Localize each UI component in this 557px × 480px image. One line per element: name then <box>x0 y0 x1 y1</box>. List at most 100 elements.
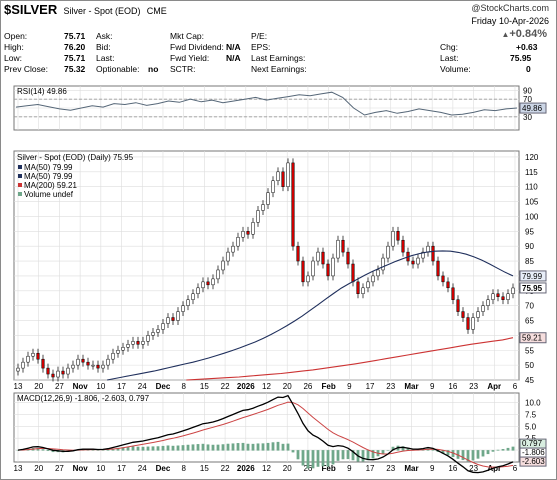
macd-histogram-bar <box>496 449 500 451</box>
price-tick-label: 110 <box>525 183 538 192</box>
quote-optionable: Optionable: no <box>96 64 159 74</box>
macd-x-tick-label: 12 <box>262 464 271 473</box>
candle-body <box>366 281 370 289</box>
candle-body <box>271 180 275 193</box>
macd-histogram-bar <box>176 445 180 451</box>
candle-body <box>451 287 455 300</box>
candle-body <box>396 231 400 241</box>
macd-histogram-bar <box>446 450 450 456</box>
candle-body <box>236 236 240 247</box>
macd-histogram-bar <box>281 443 285 451</box>
x-tick-label: 17 <box>117 382 126 391</box>
macd-histogram-bar <box>256 443 260 451</box>
x-tick-label: Feb <box>322 382 336 391</box>
candle-body <box>226 251 230 262</box>
macd-histogram-bar <box>441 450 445 454</box>
candle-body <box>56 370 60 378</box>
macd-histogram-bar <box>211 444 215 451</box>
rsi-line <box>15 91 518 116</box>
quote-last: Last: <box>96 53 115 63</box>
macd-histogram-bar <box>361 450 365 462</box>
ma50-value-box <box>519 270 547 282</box>
candle-body <box>146 335 150 342</box>
candle-body <box>101 364 105 369</box>
macd-x-tick-label: 9 <box>430 464 435 473</box>
candle-body <box>96 364 100 369</box>
ma200-line <box>186 337 514 381</box>
x-tick-label: 15 <box>200 382 209 391</box>
candle-body <box>386 245 390 259</box>
price-title: Silver - Spot (EOD) (Daily) 75.95 <box>17 153 134 162</box>
candle-body <box>231 245 235 253</box>
x-tick-label: Nov <box>73 382 89 391</box>
candle-body <box>436 260 440 277</box>
x-tick-label: 22 <box>221 382 230 391</box>
candle-body <box>116 350 120 354</box>
candle-body <box>81 358 85 363</box>
macd-x-tick-label: Dec <box>156 464 171 473</box>
price-tick-label: 120 <box>525 153 539 162</box>
legend-swatch <box>18 165 22 169</box>
macd-tick-label: 5.0 <box>525 422 537 431</box>
legend-label: MA(200) 59.21 <box>24 181 77 190</box>
candle-body <box>151 332 155 336</box>
candle-body <box>491 293 495 300</box>
price-tick-label: 115 <box>525 168 538 177</box>
macd-histogram-bar <box>16 450 20 451</box>
candle-body <box>471 317 475 330</box>
macd-tick-label: 7.5 <box>525 410 537 419</box>
x-tick-label: 16 <box>448 382 457 391</box>
candle-body <box>496 293 500 297</box>
macd-histogram-bar <box>491 450 495 452</box>
x-tick-label: 20 <box>34 382 43 391</box>
macd-x-tick-label: Nov <box>73 464 89 473</box>
quote-open: Open: 75.71 <box>4 31 86 41</box>
candle-body <box>321 251 325 265</box>
macd-histogram-bar <box>36 448 40 451</box>
macd-histogram-bar <box>331 450 335 465</box>
macd-histogram-bar <box>191 444 195 451</box>
macd-x-tick-label: 8 <box>181 464 186 473</box>
candle-body <box>261 204 265 211</box>
candle-body <box>351 263 355 283</box>
macd-x-tick-label: 26 <box>303 464 312 473</box>
last-price-value-box <box>519 282 547 294</box>
macd-signal-value-label: -2.603 <box>522 457 545 466</box>
candle-body <box>126 344 130 348</box>
quote-pe: P/E: <box>251 31 268 41</box>
candle-body <box>286 162 290 187</box>
macd-histogram-bar <box>296 450 300 460</box>
macd-histogram-bar <box>51 450 55 453</box>
candle-body <box>31 352 35 357</box>
candle-body <box>266 192 270 205</box>
candle-body <box>186 299 190 306</box>
x-tick-label: 17 <box>366 382 375 391</box>
rsi-tick-label: 30 <box>523 113 532 122</box>
x-tick-label: Apr <box>487 382 501 391</box>
price-tick-label: 95 <box>525 227 534 236</box>
price-tick-label: 50 <box>525 361 534 370</box>
ma50-line <box>106 250 514 381</box>
x-tick-label: 8 <box>181 382 186 391</box>
macd-histogram-bar <box>481 450 485 457</box>
macd-x-tick-label: Feb <box>322 464 336 473</box>
macd-histogram-bar <box>141 446 145 451</box>
x-tick-label: 23 <box>469 382 478 391</box>
macd-line <box>17 394 514 474</box>
candle-body <box>441 275 445 283</box>
macd-histogram-bar <box>486 450 490 455</box>
macd-histogram-bar <box>476 450 480 459</box>
candle-body <box>356 281 360 295</box>
candle-body <box>161 323 165 330</box>
candle-body <box>326 263 330 277</box>
change-pct: ▲+0.84% <box>501 28 547 40</box>
price-tick-label: 55 <box>525 346 534 355</box>
macd-histogram-bar <box>366 450 370 461</box>
candle-body <box>246 231 250 235</box>
macd-x-tick-label: 22 <box>221 464 230 473</box>
candle-body <box>341 239 345 253</box>
macd-histogram-bar <box>401 446 405 451</box>
legend-swatch <box>18 192 22 196</box>
candle-body <box>306 275 310 283</box>
candle-body <box>41 358 45 369</box>
